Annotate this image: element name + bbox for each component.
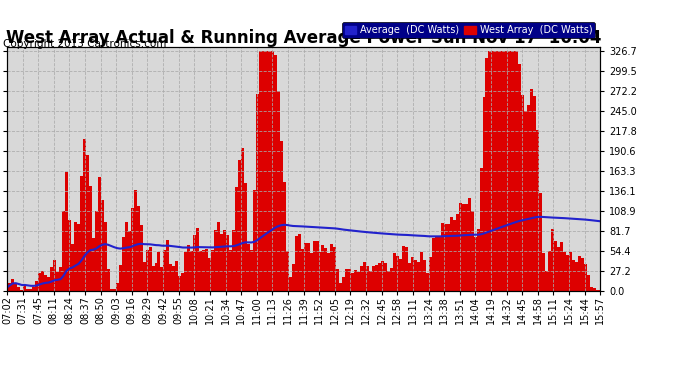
Title: West Array Actual & Running Average Power Sun Nov 17  16:04: West Array Actual & Running Average Powe… (6, 29, 602, 47)
Legend: Average  (DC Watts), West Array  (DC Watts): Average (DC Watts), West Array (DC Watts… (342, 22, 595, 38)
Text: Copyright 2013 Cartronics.com: Copyright 2013 Cartronics.com (3, 39, 167, 50)
